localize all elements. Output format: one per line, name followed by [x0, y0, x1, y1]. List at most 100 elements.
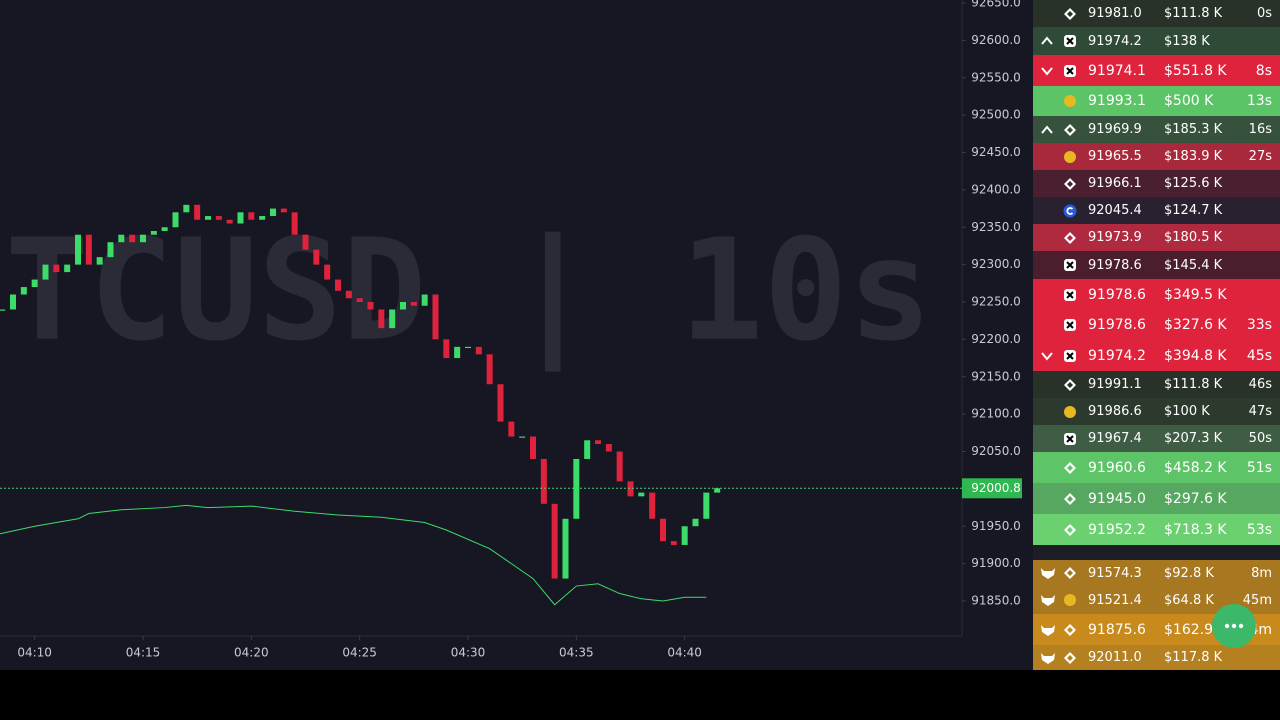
y-tick-label: 92350.0: [971, 220, 1021, 234]
trade-price: 91991.1: [1088, 377, 1142, 392]
side-arrow: [1041, 66, 1053, 76]
y-tick-label: 92550.0: [971, 70, 1021, 84]
candle: [183, 204, 190, 213]
trade-row: 91978.6 $349.5 K: [1033, 279, 1280, 310]
exchange-icon: [1064, 35, 1076, 47]
y-tick-label: 91900.0: [971, 556, 1021, 570]
candle: [638, 492, 645, 497]
trade-amount: $349.5 K: [1164, 286, 1227, 303]
last-price-label: 92000.8: [971, 481, 1021, 495]
exchange-icon: [1064, 95, 1076, 107]
x-tick-label: 04:20: [234, 646, 269, 660]
candle: [10, 294, 16, 310]
trade-row: 91991.1 $111.8 K 46s: [1033, 371, 1280, 398]
watermark: TCUSD | 10s: [5, 210, 932, 373]
candle: [519, 436, 526, 438]
trade-amount: $125.6 K: [1164, 176, 1223, 191]
trade-row: 91981.0 $111.8 K 0s: [1033, 0, 1280, 27]
exchange-icon: [1064, 432, 1076, 445]
trade-price: 91969.9: [1088, 122, 1142, 137]
candle: [0, 309, 6, 311]
candle: [714, 488, 721, 493]
trade-price: 91981.0: [1088, 6, 1142, 21]
trade-price: 91974.2: [1088, 347, 1146, 364]
trade-amount: $100 K: [1164, 404, 1210, 419]
trade-age: 27s: [1248, 149, 1272, 164]
candle: [681, 526, 688, 545]
exchange-icon: [1064, 523, 1076, 536]
y-tick-label: 92250.0: [971, 295, 1021, 309]
candle: [31, 279, 38, 288]
trade-price: 91993.1: [1088, 93, 1146, 109]
candle: [302, 234, 309, 250]
trade-age: 0s: [1256, 6, 1272, 21]
candle: [573, 458, 580, 519]
trade-age: 46s: [1248, 377, 1272, 392]
candle: [161, 227, 168, 231]
trade-row: 91974.2 $138 K: [1033, 27, 1280, 55]
menu-button[interactable]: [1212, 604, 1256, 648]
candle: [42, 264, 49, 280]
y-tick-label: 92600.0: [971, 33, 1021, 47]
trade-age: 50s: [1248, 431, 1272, 446]
trade-price: 91521.4: [1088, 592, 1142, 608]
trade-price: 91945.0: [1088, 490, 1146, 507]
exchange-icon: [1064, 461, 1076, 474]
candle: [627, 481, 634, 497]
last-price-box: [962, 478, 1022, 499]
candle: [226, 219, 233, 224]
candle: [475, 346, 482, 355]
y-tick-label: 91950.0: [971, 519, 1021, 533]
trade-price: 92045.4: [1088, 203, 1142, 218]
candle: [562, 518, 569, 579]
y-tick-label: 92300.0: [971, 257, 1021, 271]
exchange-icon: [1064, 177, 1076, 190]
candle: [53, 264, 60, 273]
trade-age: 16s: [1248, 122, 1272, 137]
trade-amount: $92.8 K: [1164, 565, 1214, 581]
candle: [465, 346, 471, 349]
side-arrow: [1041, 351, 1053, 361]
liquidation-icon: [1041, 568, 1055, 579]
trade-age: 45m: [1242, 592, 1272, 608]
trade-age: 45s: [1246, 347, 1272, 364]
trade-amount: $64.8 K: [1164, 592, 1214, 608]
exchange-icon: [1064, 405, 1076, 418]
side-arrow: [1041, 36, 1053, 45]
candle: [345, 290, 352, 299]
candle: [75, 234, 81, 265]
trade-row: 91966.1 $125.6 K: [1033, 170, 1280, 197]
trade-age: 13s: [1246, 93, 1272, 109]
candle: [670, 541, 677, 545]
trade-amount: $458.2 K: [1164, 459, 1227, 476]
candle: [129, 234, 136, 243]
candle: [356, 298, 363, 302]
trade-row: 91973.9 $180.5 K: [1033, 224, 1280, 251]
trade-price: 91986.6: [1088, 404, 1142, 419]
candle: [96, 257, 103, 265]
trade-age: 53s: [1246, 521, 1272, 538]
candle: [660, 518, 666, 542]
candle: [432, 294, 439, 340]
x-tick-label: 04:40: [667, 646, 702, 660]
y-tick-label: 92200.0: [971, 332, 1021, 346]
candle: [410, 302, 417, 306]
trade-price: 91967.4: [1088, 431, 1142, 446]
trade-amount: $117.8 K: [1164, 650, 1223, 665]
candle: [259, 216, 266, 220]
candle: [237, 212, 244, 224]
y-tick-label: 91850.0: [971, 594, 1021, 608]
trade-amount: $183.9 K: [1164, 149, 1223, 164]
trade-price: 91965.5: [1088, 149, 1142, 164]
candle: [140, 234, 146, 243]
trade-age: 51s: [1246, 459, 1272, 476]
candle: [20, 287, 27, 295]
trade-price: 91952.2: [1088, 521, 1146, 538]
candle: [215, 216, 222, 220]
trade-row: 91986.6 $100 K 47s: [1033, 398, 1280, 425]
trade-age: 33s: [1246, 317, 1272, 333]
liquidation-icon: [1041, 624, 1055, 636]
y-tick-label: 92650.0: [971, 0, 1021, 10]
trade-amount: $185.3 K: [1164, 122, 1223, 137]
